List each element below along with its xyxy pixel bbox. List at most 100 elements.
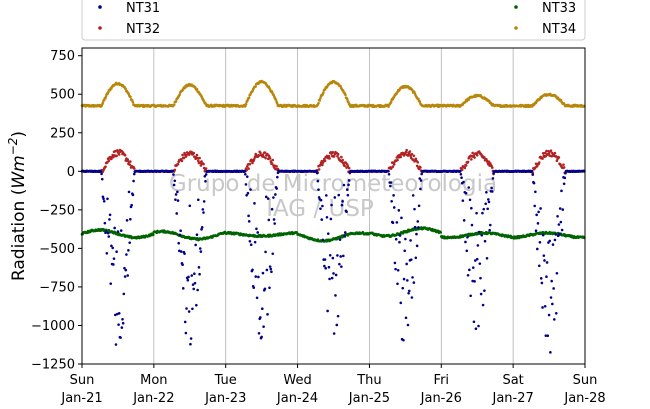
nt32-point — [553, 151, 557, 155]
nt32-point — [562, 163, 565, 166]
nt32-point — [472, 154, 476, 157]
nt31-point — [255, 227, 258, 231]
nt31-point — [534, 190, 537, 194]
nt31-point — [479, 276, 482, 280]
nt31-point — [416, 220, 420, 223]
nt31-point — [189, 342, 192, 346]
nt31-point — [412, 281, 416, 284]
nt31-point — [130, 203, 133, 207]
nt31-point — [530, 170, 534, 173]
nt34-point — [101, 101, 105, 104]
nt31-point — [253, 240, 257, 244]
nt31-point — [194, 243, 197, 247]
x-tick-label-day: Sun — [573, 373, 598, 388]
nt32-point — [547, 149, 550, 153]
nt31-point — [253, 202, 256, 205]
nt31-point — [262, 325, 265, 328]
nt31-point — [319, 207, 322, 210]
nt31-point — [132, 172, 136, 176]
nt31-point — [326, 309, 329, 313]
nt31-point — [481, 303, 485, 307]
nt31-point — [396, 268, 400, 272]
legend-marker — [98, 26, 102, 30]
nt31-point — [113, 226, 116, 230]
nt34-point — [345, 97, 349, 101]
nt31-point — [173, 179, 177, 183]
nt31-point — [334, 273, 338, 277]
nt31-point — [462, 180, 465, 184]
nt32-point — [543, 151, 547, 155]
x-tick-label-date: Jan-25 — [348, 391, 390, 406]
nt31-point — [411, 194, 415, 197]
nt31-point — [417, 226, 420, 229]
nt31-point — [410, 296, 414, 299]
nt31-point — [181, 287, 185, 290]
nt31-point — [248, 239, 252, 243]
nt31-point — [257, 331, 261, 335]
nt31-point — [483, 289, 486, 292]
nt32-point — [346, 164, 350, 168]
nt31-point — [536, 222, 540, 225]
nt32-point — [549, 149, 553, 153]
nt31-point — [334, 294, 337, 297]
x-tick-label-date: Jan-28 — [563, 391, 605, 406]
nt31-point — [200, 228, 203, 231]
x-tick-label-date: Jan-26 — [420, 391, 462, 406]
nt32-point — [537, 161, 541, 164]
nt32-point — [257, 154, 261, 157]
nt31-point — [532, 181, 536, 185]
nt31-point — [542, 254, 546, 257]
nt31-point — [269, 267, 273, 271]
nt31-point — [395, 221, 399, 224]
nt31-point — [471, 279, 474, 283]
nt31-point — [128, 241, 131, 244]
nt31-point — [539, 277, 543, 280]
nt32-point — [562, 166, 566, 169]
nt31-point — [108, 218, 111, 221]
nt32-point — [460, 168, 464, 172]
nt31-point — [552, 287, 555, 290]
nt31-point — [121, 318, 124, 321]
nt31-point — [391, 221, 395, 225]
nt31-point — [551, 243, 555, 246]
nt31-point — [270, 270, 273, 274]
nt33-point — [439, 231, 442, 234]
y-tick-label: −250 — [39, 203, 75, 218]
nt31-point — [271, 252, 275, 256]
nt32-point — [391, 165, 395, 168]
nt32-point — [196, 159, 200, 163]
nt31-point — [347, 183, 350, 187]
nt31-point — [114, 313, 117, 317]
nt31-point — [392, 206, 396, 209]
nt31-point — [413, 207, 416, 211]
nt31-point — [411, 276, 414, 279]
nt31-point — [537, 210, 540, 214]
x-tick-label-date: Jan-22 — [132, 391, 174, 406]
nt31-point — [122, 292, 126, 296]
nt31-point — [465, 249, 469, 253]
nt31-point — [193, 281, 197, 285]
watermark-line-1: Grupo de Micrometeorologia — [169, 171, 497, 197]
nt31-point — [558, 232, 561, 235]
nt31-point — [329, 217, 333, 221]
nt32-point — [252, 159, 256, 162]
y-tick-label: 250 — [50, 126, 75, 141]
nt31-point — [266, 197, 270, 200]
nt31-point — [104, 230, 108, 233]
nt31-point — [544, 334, 548, 337]
nt31-point — [464, 191, 468, 195]
nt31-point — [243, 169, 246, 173]
nt31-point — [120, 326, 124, 329]
nt31-point — [336, 314, 340, 318]
nt31-point — [402, 277, 406, 281]
nt31-point — [257, 275, 260, 279]
nt31-point — [337, 193, 341, 197]
y-axis-label-suffix: ) — [9, 131, 29, 138]
nt32-point — [340, 155, 343, 159]
nt31-point — [477, 324, 480, 328]
nt31-point — [490, 190, 494, 193]
nt31-point — [126, 274, 130, 277]
y-tick-label: −500 — [39, 242, 75, 257]
nt32-point — [323, 159, 327, 163]
nt31-point — [398, 234, 402, 237]
